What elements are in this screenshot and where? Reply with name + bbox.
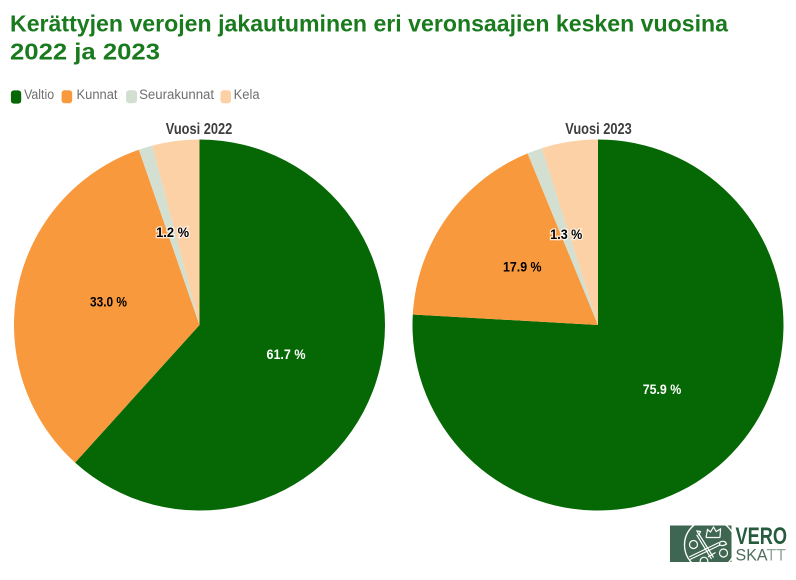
svg-text:1.3 %: 1.3 % xyxy=(550,227,582,242)
svg-text:61.7 %: 61.7 % xyxy=(267,347,306,362)
svg-text:17.9 %: 17.9 % xyxy=(503,260,542,275)
svg-text:Kela: Kela xyxy=(234,87,260,102)
svg-text:VERO: VERO xyxy=(736,523,788,550)
svg-text:Kerättyjen verojen jakautumine: Kerättyjen verojen jakautuminen eri vero… xyxy=(10,11,728,37)
svg-text:1.2 %: 1.2 % xyxy=(156,225,189,240)
svg-text:Vuosi 2022: Vuosi 2022 xyxy=(166,121,233,138)
svg-text:Kunnat: Kunnat xyxy=(77,87,118,102)
svg-text:1.3 %: 1.3 % xyxy=(550,227,582,242)
svg-text:75.9 %: 75.9 % xyxy=(643,382,682,397)
svg-text:2022 ja 2023: 2022 ja 2023 xyxy=(10,39,160,65)
svg-text:Seurakunnat: Seurakunnat xyxy=(139,87,214,102)
svg-text:Valtio: Valtio xyxy=(24,87,54,102)
svg-text:Vuosi 2023: Vuosi 2023 xyxy=(565,121,632,138)
svg-text:33.0 %: 33.0 % xyxy=(90,295,127,310)
svg-text:SKATT: SKATT xyxy=(736,546,787,564)
svg-text:1.2 %: 1.2 % xyxy=(156,225,189,240)
